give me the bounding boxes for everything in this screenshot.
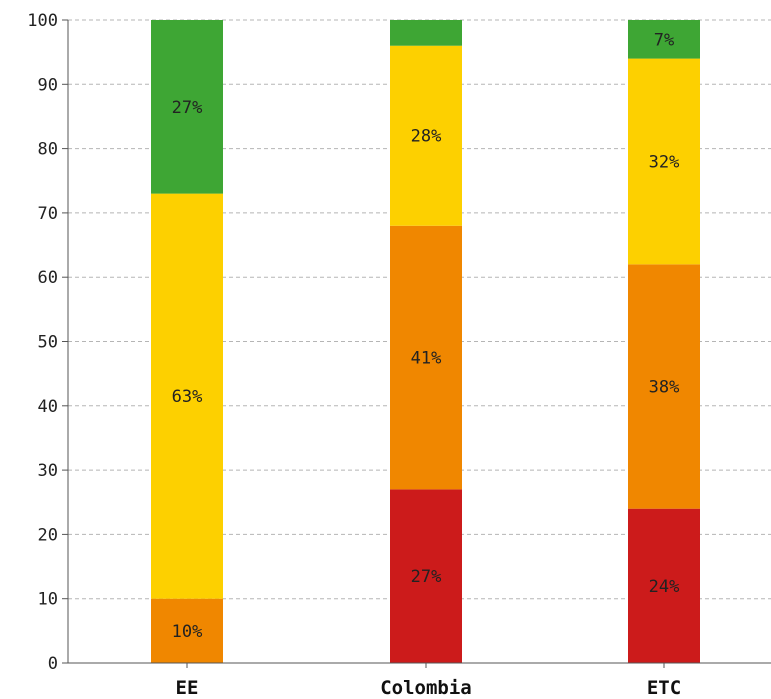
x-tick-label-ee: EE [176,677,199,699]
data-label-etc-0: 24% [649,577,680,597]
y-tick-label-90: 90 [38,75,58,95]
x-tick-label-colombia: Colombia [380,677,472,699]
y-tick-label-30: 30 [38,461,58,481]
data-label-etc-1: 38% [649,378,680,398]
y-tick-label-20: 20 [38,525,58,545]
bar-etc-segment-1 [628,264,700,509]
bar-ee-segment-3 [151,20,223,194]
bar-etc-segment-2 [628,58,700,265]
bar-colombia-segment-1 [390,225,462,490]
y-tick-label-80: 80 [38,140,58,160]
y-tick-label-60: 60 [38,268,58,288]
data-label-colombia-1: 41% [411,349,442,369]
data-label-etc-2: 32% [649,152,680,172]
y-tick-label-0: 0 [48,654,58,674]
y-tick-label-50: 50 [38,333,58,353]
bar-colombia-segment-2 [390,45,462,226]
axes: 0 10 20 30 40 50 60 70 80 90 100 EE Colombia ETC [27,11,771,699]
bar-ee-segment-2 [151,193,223,599]
bars [151,20,700,663]
y-tick-label-10: 10 [38,590,58,610]
bar-etc-segment-0 [628,508,700,663]
bar-colombia-segment-3 [390,20,462,46]
data-labels: 10% 63% 27% 27% 41% 28% 24% 38% 32% 7% [172,30,680,642]
y-tick-label-100: 100 [27,11,58,31]
data-label-ee-2: 63% [172,387,203,407]
data-label-colombia-0: 27% [411,567,442,587]
data-label-ee-3: 27% [172,98,203,118]
bar-colombia-segment-0 [390,489,462,663]
bar-etc-segment-3 [628,20,700,59]
data-label-ee-1: 10% [172,622,203,642]
y-tick-label-40: 40 [38,397,58,417]
data-label-colombia-2: 28% [411,127,442,147]
y-tick-label-70: 70 [38,204,58,224]
data-label-etc-3: 7% [654,30,674,50]
x-tick-label-etc: ETC [647,677,681,699]
bar-ee-segment-1 [151,598,223,663]
